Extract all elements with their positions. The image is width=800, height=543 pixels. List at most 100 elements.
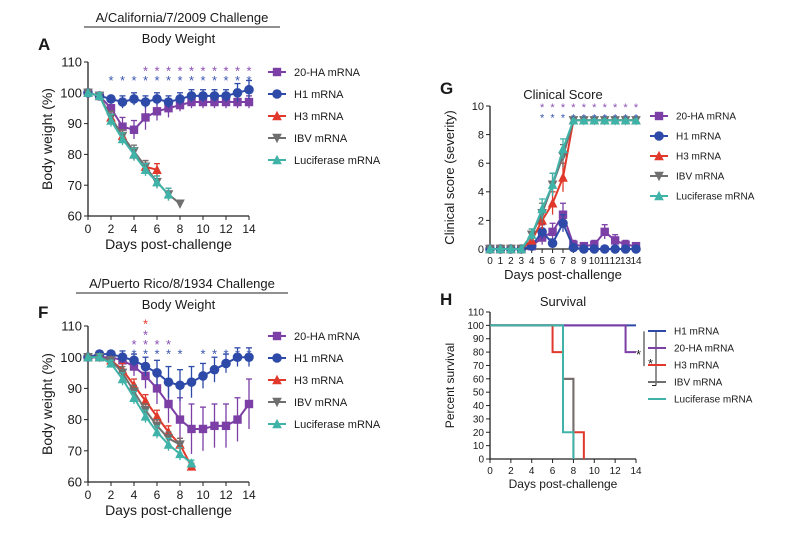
legend-marker xyxy=(272,397,282,408)
data-point xyxy=(163,189,174,199)
x-tick-label: 10 xyxy=(196,488,210,502)
x-axis-label: Days post-challenge xyxy=(504,267,622,282)
y-tick-label: 8 xyxy=(478,129,484,141)
y-tick-label: 60 xyxy=(473,374,485,385)
significance-star: * xyxy=(582,102,587,114)
significance-star: * xyxy=(166,64,171,79)
legend-label: 20-HA mRNA xyxy=(676,112,736,123)
y-tick-label: 90 xyxy=(473,334,485,345)
legend-label: IBV mRNA xyxy=(676,172,725,183)
significance-star: * xyxy=(550,102,555,114)
legend-marker xyxy=(272,374,282,385)
series-luciferase-mrna xyxy=(83,352,197,468)
x-tick-label: 2 xyxy=(508,466,514,477)
legend-label: H3 mRNA xyxy=(294,111,344,123)
legend-marker xyxy=(654,190,664,201)
chart-title: Body Weight xyxy=(142,31,216,46)
significance-star: * xyxy=(143,73,148,88)
data-point xyxy=(152,368,162,378)
significance-star: * xyxy=(154,346,159,361)
significance-star: * xyxy=(177,346,182,361)
x-axis-label: Days post-challenge xyxy=(105,502,232,518)
y-axis-label: Body weight (%) xyxy=(39,88,55,190)
legend: 20-HA mRNA H1 mRNA H3 mRNA IBV mRNA Lucifera… xyxy=(650,112,755,203)
legend-label: 20-HA mRNA xyxy=(294,331,361,343)
x-tick-label: 14 xyxy=(630,466,642,477)
legend-marker xyxy=(272,418,282,429)
x-tick-label: 7 xyxy=(560,256,566,267)
data-point xyxy=(117,97,128,107)
chart-title: Body Weight xyxy=(142,297,216,312)
survival-line-h3-mrna xyxy=(490,324,585,459)
x-tick-label: 8 xyxy=(177,222,184,236)
significance-star: * xyxy=(235,64,240,79)
significance-star: * xyxy=(246,64,251,79)
y-tick-label: 80 xyxy=(473,348,485,359)
data-point xyxy=(106,358,116,368)
significance-star: * xyxy=(120,73,125,88)
y-tick-label: 0 xyxy=(478,244,484,256)
x-tick-label: 10 xyxy=(196,222,210,236)
data-point xyxy=(537,203,547,214)
data-point xyxy=(140,164,151,174)
data-point xyxy=(537,227,547,237)
x-tick-label: 6 xyxy=(154,222,161,236)
significance-star: * xyxy=(561,113,566,125)
data-point xyxy=(568,242,579,253)
data-point xyxy=(547,198,558,208)
legend-marker xyxy=(654,111,664,121)
data-point xyxy=(152,426,162,437)
x-tick-label: 6 xyxy=(550,466,556,477)
data-point xyxy=(620,244,631,254)
data-point xyxy=(558,172,568,182)
data-point xyxy=(579,244,589,254)
data-point xyxy=(631,244,641,254)
x-tick-label: 4 xyxy=(131,222,138,236)
y-tick-label: 100 xyxy=(60,350,82,365)
data-point xyxy=(118,122,127,131)
data-point xyxy=(221,421,231,431)
legend-label: H1 mRNA xyxy=(294,89,344,101)
data-point xyxy=(152,94,162,104)
data-point xyxy=(244,97,254,107)
data-point xyxy=(198,91,208,101)
significance-star: * xyxy=(212,346,217,361)
significance-star: * xyxy=(561,102,566,114)
significance-star: * xyxy=(648,356,653,371)
significance-star: * xyxy=(246,346,251,361)
data-point xyxy=(244,84,254,95)
data-point xyxy=(589,244,600,254)
y-tick-label: 10 xyxy=(472,101,484,113)
x-tick-label: 6 xyxy=(550,256,556,267)
data-point xyxy=(106,94,116,104)
significance-star: * xyxy=(634,102,639,114)
significance-star: * xyxy=(143,337,148,352)
data-point xyxy=(163,97,174,107)
significance-star: * xyxy=(223,73,228,88)
series-luciferase-mrna xyxy=(83,87,174,201)
data-point xyxy=(620,115,631,125)
x-tick-label: 8 xyxy=(571,466,577,477)
x-tick-label: 4 xyxy=(529,466,535,477)
y-tick-label: 60 xyxy=(68,209,82,224)
data-point xyxy=(599,244,610,254)
data-point xyxy=(579,115,589,125)
y-tick-label: 60 xyxy=(68,475,82,490)
panel-a-body-weight-california: A A/California/7/2009 Challenge Body Weigh… xyxy=(38,10,381,252)
series-line-luciferase-mrna xyxy=(88,356,193,465)
legend-label: Luciferase mRNA xyxy=(294,419,381,431)
significance-star: * xyxy=(177,73,182,88)
significance-star: * xyxy=(540,113,545,125)
y-axis-label: Percent survival xyxy=(443,343,457,428)
x-tick-label: 13 xyxy=(620,256,632,267)
data-point xyxy=(141,113,150,122)
x-tick-label: 14 xyxy=(242,488,256,502)
chart-title: Clinical Score xyxy=(523,87,602,102)
significance-star: * xyxy=(636,347,641,362)
legend-marker xyxy=(654,171,664,182)
significance-star: * xyxy=(623,113,628,125)
data-point xyxy=(117,352,128,363)
legend-label: H3 mRNA xyxy=(294,375,344,387)
legend: H1 mRNA 20-HA mRNA H3 mRNA IBV mRNA Lucifera… xyxy=(648,327,753,406)
data-point xyxy=(244,352,254,363)
